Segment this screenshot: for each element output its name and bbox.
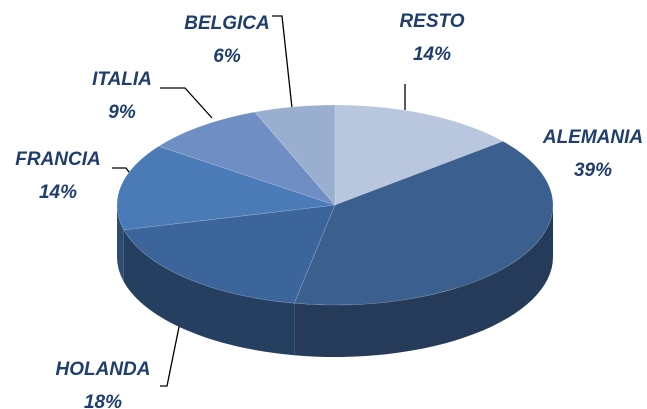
slice-value-label: 18% — [84, 392, 122, 409]
slice-label: HOLANDA — [56, 359, 151, 380]
slice-value-label: 14% — [413, 44, 451, 65]
leader-line — [272, 15, 293, 109]
slice — [293, 140, 554, 306]
slice — [254, 104, 336, 206]
slice-value-label: 9% — [108, 102, 136, 123]
slice-label: RESTO — [399, 11, 464, 32]
leader-line — [160, 321, 181, 387]
slice-side — [117, 205, 124, 282]
slice — [116, 145, 336, 231]
slice-label: ALEMANIA — [542, 127, 643, 148]
slice-label: ITALIA — [92, 69, 152, 90]
leader-line — [160, 87, 213, 119]
slice-side — [123, 229, 295, 356]
slice — [334, 104, 504, 206]
slice-label: BELGICA — [184, 13, 270, 34]
slice-value-label: 39% — [574, 160, 612, 181]
slice — [123, 204, 336, 304]
slice-label: FRANCIA — [15, 149, 101, 170]
slice — [157, 111, 336, 206]
slice-value-label: 14% — [39, 182, 77, 203]
slice-value-label: 6% — [213, 46, 241, 67]
slice-side — [294, 205, 553, 357]
